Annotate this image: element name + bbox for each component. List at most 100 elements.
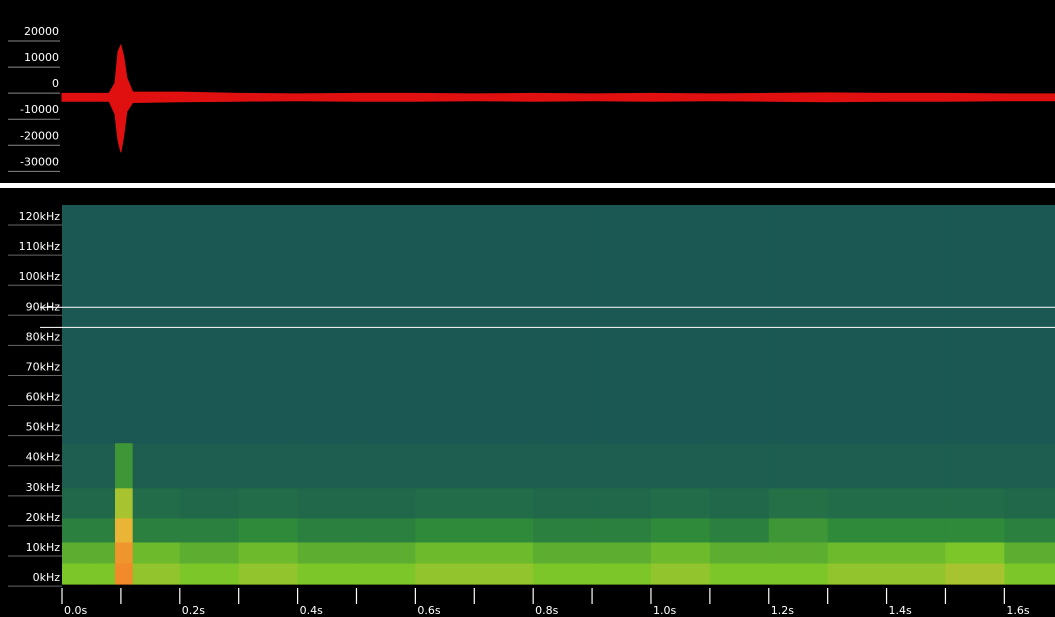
spectrogram-cell — [415, 517, 475, 543]
y-tick-label: 10000 — [24, 51, 59, 64]
spectrogram-cell — [474, 442, 534, 489]
spectrogram-cell — [709, 487, 770, 519]
spectrogram-cell — [886, 541, 946, 564]
spectrogram-cell — [886, 563, 946, 585]
spectrogram-cell — [179, 205, 240, 444]
spectrogram-cell — [91, 442, 116, 489]
spectrogram-cell — [650, 517, 711, 543]
spectrogram-cell — [650, 487, 711, 519]
spectrogram-cell — [474, 563, 534, 585]
spectrogram-cell — [415, 563, 475, 585]
spectrogram-cell — [592, 517, 652, 543]
spectrogram-cell — [356, 541, 416, 564]
spectrogram-cell — [415, 205, 475, 444]
spectrogram-cell — [533, 541, 593, 564]
x-tick-label: 0.6s — [417, 604, 440, 617]
spectrogram-cell — [91, 487, 116, 519]
spectrogram-cell — [297, 487, 357, 519]
spectrogram-cell — [356, 563, 416, 585]
spectrogram-cell — [91, 205, 116, 444]
spectrogram-cell — [415, 442, 475, 489]
y-tick-label: 20kHz — [26, 511, 61, 524]
x-tick-label: 1.6s — [1006, 604, 1029, 617]
spectrogram-cell — [827, 541, 888, 564]
spectrogram-cell — [115, 205, 134, 444]
spectrogram-cell — [62, 541, 92, 564]
y-tick-label: 0kHz — [33, 571, 61, 584]
y-tick-label: 60kHz — [26, 391, 61, 404]
spectrogram-cell — [768, 517, 829, 543]
y-tick-label: 30kHz — [26, 481, 61, 494]
spectrogram-cell — [592, 563, 652, 585]
y-tick-label: 50kHz — [26, 421, 61, 434]
spectrogram-cell — [1004, 205, 1055, 444]
spectrogram-cell — [474, 205, 534, 444]
spectrogram-cell — [886, 517, 946, 543]
spectrogram-cell — [533, 517, 593, 543]
spectrogram-cell — [945, 487, 1005, 519]
spectrogram-cell — [768, 487, 829, 519]
spectrogram-cell — [650, 563, 711, 585]
panel-separator — [0, 183, 1055, 188]
spectrogram-cell — [768, 541, 829, 564]
spectrogram-cell — [827, 517, 888, 543]
spectrogram-cell — [115, 541, 134, 564]
spectrogram-cell — [132, 442, 181, 489]
spectrogram-cell — [592, 487, 652, 519]
spectrogram-cell — [115, 487, 134, 519]
spectrogram-cell — [297, 205, 357, 444]
spectrogram-cell — [115, 517, 134, 543]
x-tick-label: 0.2s — [182, 604, 205, 617]
spectrogram-cell — [650, 442, 711, 489]
spectrogram-cell — [709, 541, 770, 564]
spectrogram-cell — [709, 205, 770, 444]
y-tick-label: 0 — [52, 77, 59, 90]
spectrogram-cell — [132, 517, 181, 543]
spectrogram-cell — [415, 541, 475, 564]
spectrogram-cell — [62, 442, 92, 489]
spectrogram-cell — [297, 517, 357, 543]
spectrogram-cell — [886, 487, 946, 519]
y-tick-label: -10000 — [20, 103, 59, 116]
spectrogram-cell — [179, 442, 240, 489]
spectrogram-cell — [415, 487, 475, 519]
x-tick-label: 0.4s — [300, 604, 323, 617]
y-tick-label: -30000 — [20, 155, 59, 168]
x-tick-label: 0.8s — [535, 604, 558, 617]
y-tick-label: 20000 — [24, 25, 59, 38]
spectrogram-cell — [356, 487, 416, 519]
spectrogram-cell — [768, 205, 829, 444]
spectrogram-cell — [297, 563, 357, 585]
y-tick-label: 10kHz — [26, 541, 61, 554]
y-tick-label: 120kHz — [19, 210, 61, 223]
x-tick-label: 1.2s — [771, 604, 794, 617]
spectrogram-cell — [356, 442, 416, 489]
spectrogram-cell — [827, 205, 888, 444]
spectrogram-cell — [356, 517, 416, 543]
spectrogram-cell — [179, 517, 240, 543]
spectrogram-cell — [768, 563, 829, 585]
spectrogram-cell — [238, 517, 299, 543]
spectrogram-cell — [827, 487, 888, 519]
spectrogram-cell — [945, 563, 1005, 585]
spectrogram-cell — [62, 205, 92, 444]
spectrogram-cell — [709, 517, 770, 543]
spectrogram-cell — [238, 563, 299, 585]
x-tick-label: 1.0s — [653, 604, 676, 617]
spectrogram-cell — [62, 563, 92, 585]
spectrogram-cell — [297, 442, 357, 489]
spectrogram-cell — [132, 563, 181, 585]
spectrogram-cell — [533, 487, 593, 519]
spectrogram-cell — [297, 541, 357, 564]
spectrogram-cell — [1004, 517, 1055, 543]
spectrogram-cell — [474, 517, 534, 543]
spectrogram-cell — [709, 442, 770, 489]
spectrogram-cell — [179, 487, 240, 519]
spectrogram-cell — [115, 442, 134, 489]
spectrogram-cell — [132, 541, 181, 564]
spectrogram-cell — [1004, 541, 1055, 564]
spectrogram-cell — [533, 442, 593, 489]
spectrogram-cell — [1004, 442, 1055, 489]
